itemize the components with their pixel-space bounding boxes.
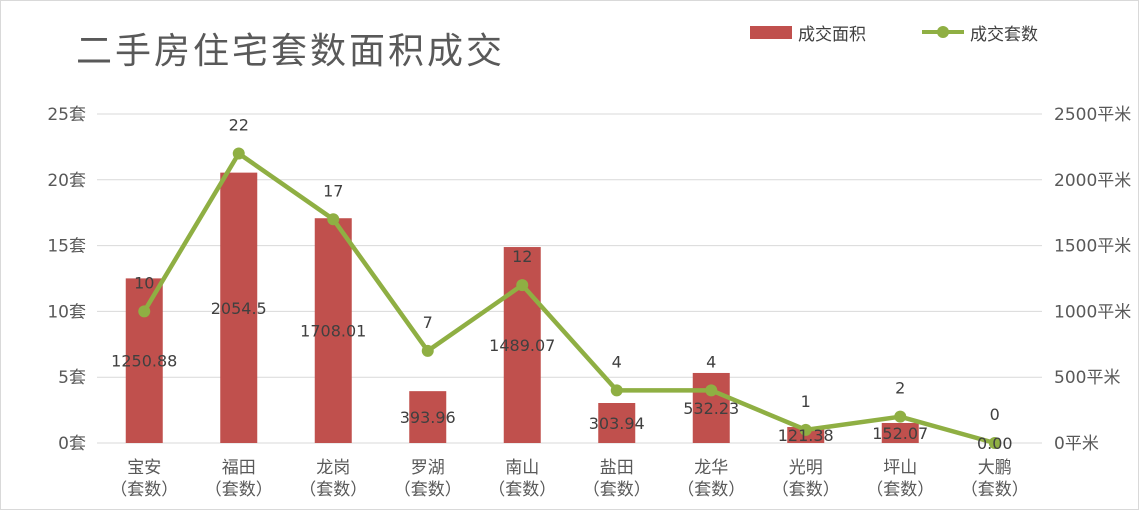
area-data-label: 1250.88	[111, 352, 177, 371]
count-data-label: 10	[134, 273, 154, 292]
y-left-tick-label: 15套	[47, 237, 86, 257]
count-point	[421, 344, 434, 357]
category-label: 南山	[505, 458, 539, 478]
category-label: 福田	[222, 458, 256, 478]
legend-label-count: 成交套数	[970, 24, 1038, 45]
y-left-tick-label: 25套	[47, 105, 86, 125]
count-series-line	[142, 151, 997, 446]
y-right-tick-label: 0平米	[1054, 434, 1099, 454]
count-point	[610, 384, 623, 397]
y-left-tick-label: 20套	[47, 171, 86, 191]
area-data-label: 532.23	[683, 399, 739, 418]
bar	[598, 403, 636, 443]
count-data-label: 12	[512, 247, 532, 266]
category-sublabel: （套数）	[677, 480, 745, 500]
y-right-tick-label: 2000平米	[1054, 171, 1131, 191]
category-sublabel: （套数）	[299, 480, 367, 500]
bar	[881, 422, 919, 443]
count-data-label: 22	[229, 115, 249, 134]
area-data-label: 2054.5	[211, 299, 267, 318]
y-right-tick-label: 2500平米	[1054, 105, 1131, 125]
category-sublabel: （套数）	[205, 480, 273, 500]
category-label: 坪山	[883, 458, 917, 478]
category-sublabel: （套数）	[961, 480, 1029, 500]
category-label: 大鹏	[978, 458, 1012, 478]
y-left-tick-label: 5套	[58, 368, 86, 388]
count-data-label: 2	[895, 379, 905, 398]
area-data-label: 1708.01	[300, 322, 366, 341]
area-data-label: 1489.07	[489, 336, 555, 355]
count-point	[138, 305, 151, 318]
chart-title: 二手房住宅套数面积成交	[76, 31, 506, 72]
bar	[220, 172, 258, 443]
category-sublabel: （套数）	[772, 480, 840, 500]
category-sublabel: （套数）	[583, 480, 651, 500]
legend-item-count: 成交套数	[922, 20, 1038, 45]
y-right-tick-label: 1000平米	[1054, 302, 1131, 322]
count-point	[232, 147, 245, 160]
bar	[314, 218, 352, 443]
category-label: 罗湖	[411, 458, 445, 478]
count-data-label: 4	[706, 352, 716, 371]
category-label: 光明	[789, 458, 823, 478]
count-point	[799, 423, 812, 436]
category-sublabel: （套数）	[110, 480, 178, 500]
area-data-label: 0.00	[977, 434, 1013, 453]
category-label: 龙岗	[316, 458, 350, 478]
count-point	[894, 410, 907, 423]
area-data-label: 393.96	[400, 408, 456, 427]
category-label: 龙华	[694, 458, 728, 478]
y-left-tick-label: 10套	[47, 302, 86, 322]
count-data-label: 4	[612, 352, 622, 371]
count-point	[988, 437, 1001, 449]
count-data-label: 7	[423, 313, 433, 332]
legend-swatch-line	[922, 26, 964, 38]
area-data-label: 121.38	[778, 426, 834, 445]
bar	[409, 391, 447, 443]
count-data-label: 0	[990, 405, 1000, 424]
y-right-tick-label: 500平米	[1054, 368, 1120, 388]
category-sublabel: （套数）	[488, 480, 556, 500]
category-label: 宝安	[127, 458, 161, 478]
category-sublabel: （套数）	[394, 480, 462, 500]
count-point	[327, 213, 340, 226]
area-data-label: 303.94	[589, 414, 645, 433]
category-label: 盐田	[600, 458, 634, 478]
legend-swatch-bar	[750, 25, 792, 39]
category-sublabel: （套数）	[866, 480, 934, 500]
count-data-label: 17	[323, 181, 343, 200]
legend-item-area: 成交面积	[750, 20, 866, 45]
y-left-tick-label: 0套	[58, 434, 86, 454]
count-point	[516, 279, 529, 292]
count-point	[705, 384, 718, 397]
legend-label-area: 成交面积	[798, 24, 866, 45]
area-data-label: 152.07	[872, 424, 928, 443]
count-data-label: 1	[801, 392, 811, 411]
y-right-tick-label: 1500平米	[1054, 237, 1131, 257]
